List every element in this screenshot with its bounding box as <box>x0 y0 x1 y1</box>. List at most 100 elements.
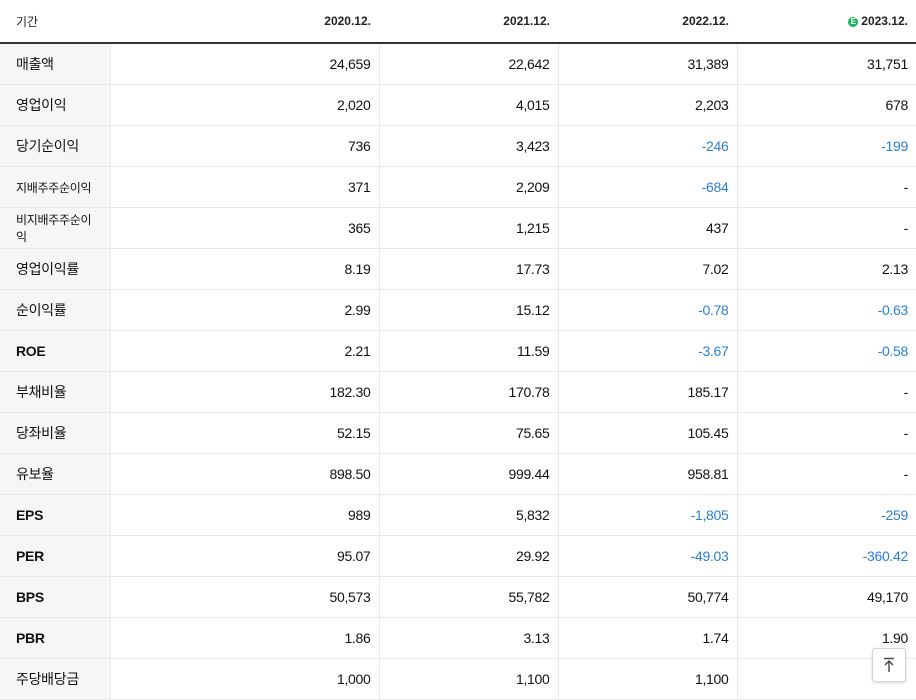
table-cell: - <box>736 412 916 454</box>
row-label: 영업이익 <box>0 84 110 126</box>
row-label: 당좌비율 <box>0 412 110 454</box>
period-2021: 2021.12. <box>379 0 558 44</box>
period-2020: 2020.12. <box>110 0 379 44</box>
row-label: 영업이익률 <box>0 248 110 290</box>
header-row: 기간 2020.12. 2021.12. 2022.12. E 2023.12. <box>0 0 916 44</box>
table-cell: 437 <box>557 207 737 249</box>
table-row: 매출액 24,659 22,642 31,389 31,751 <box>0 43 916 85</box>
table-cell: -49.03 <box>557 535 737 577</box>
table-cell: 1.86 <box>109 617 379 659</box>
row-label: 지배주주순이익 <box>0 166 110 208</box>
row-label: 유보율 <box>0 453 110 495</box>
table-cell: 17.73 <box>378 248 558 290</box>
row-label: PBR <box>0 617 110 659</box>
period-2023-estimate: E 2023.12. <box>737 0 916 44</box>
row-label: EPS <box>0 494 110 536</box>
table-cell: 678 <box>736 84 916 126</box>
table-cell: 989 <box>109 494 379 536</box>
scroll-to-top-button[interactable] <box>872 648 906 682</box>
period-2023: 2023.12. <box>861 14 908 28</box>
estimate-icon: E <box>848 17 859 27</box>
row-label: 부채비율 <box>0 371 110 413</box>
table-cell: - <box>736 166 916 208</box>
table-cell: 2.99 <box>109 289 379 331</box>
table-cell: 95.07 <box>109 535 379 577</box>
table-cell: 2.21 <box>109 330 379 372</box>
table-cell: 185.17 <box>557 371 737 413</box>
row-label: 매출액 <box>0 43 110 85</box>
table-row: BPS 50,573 55,782 50,774 49,170 <box>0 576 916 618</box>
table-row: 당기순이익 736 3,423 -246 -199 <box>0 125 916 167</box>
table-cell: 2,020 <box>109 84 379 126</box>
table-row: 영업이익률 8.19 17.73 7.02 2.13 <box>0 248 916 290</box>
table-row: 영업이익 2,020 4,015 2,203 678 <box>0 84 916 126</box>
table-cell: 11.59 <box>378 330 558 372</box>
table-cell: 22,642 <box>378 43 558 85</box>
table-row: PER 95.07 29.92 -49.03 -360.42 <box>0 535 916 577</box>
table-cell: 1.74 <box>557 617 737 659</box>
table-cell: 31,389 <box>557 43 737 85</box>
table-cell: -199 <box>736 125 916 167</box>
table-row: 순이익률 2.99 15.12 -0.78 -0.63 <box>0 289 916 331</box>
table-cell: -0.63 <box>736 289 916 331</box>
row-label: 순이익률 <box>0 289 110 331</box>
table-cell: 15.12 <box>378 289 558 331</box>
table-row: 비지배주주순이익 365 1,215 437- <box>0 207 916 249</box>
table-cell: 4,015 <box>378 84 558 126</box>
table-row: EPS 989 5,832 -1,805 -259 <box>0 494 916 536</box>
table-cell: 8.19 <box>109 248 379 290</box>
table-cell: 75.65 <box>378 412 558 454</box>
row-label: 비지배주주순이익 <box>0 207 110 249</box>
table-row: 지배주주순이익 371 2,209 -684- <box>0 166 916 208</box>
table-cell: 2.13 <box>736 248 916 290</box>
table-cell: -1,805 <box>557 494 737 536</box>
period-2022: 2022.12. <box>558 0 737 44</box>
table-cell: 1,100 <box>378 658 558 700</box>
table-cell: 898.50 <box>109 453 379 495</box>
table-cell: -246 <box>557 125 737 167</box>
table-cell: 958.81 <box>557 453 737 495</box>
table-cell: 1,215 <box>378 207 558 249</box>
table-cell: 182.30 <box>109 371 379 413</box>
table-cell: 52.15 <box>109 412 379 454</box>
table-row: 주당배당금 1,000 1,100 1,100 <box>0 658 916 700</box>
table-cell: -0.58 <box>736 330 916 372</box>
table-cell: 3.13 <box>378 617 558 659</box>
table-cell: 50,573 <box>109 576 379 618</box>
table-cell: 999.44 <box>378 453 558 495</box>
table-row: PBR 1.86 3.13 1.74 1.90 <box>0 617 916 659</box>
table-cell: 49,170 <box>736 576 916 618</box>
table-row: 부채비율 182.30 170.78 185.17- <box>0 371 916 413</box>
table-cell: 55,782 <box>378 576 558 618</box>
arrow-up-to-top-icon <box>884 657 894 672</box>
table-cell: 1,100 <box>557 658 737 700</box>
table-cell: -259 <box>736 494 916 536</box>
table-cell: 31,751 <box>736 43 916 85</box>
table-cell: - <box>736 371 916 413</box>
table-cell: 736 <box>109 125 379 167</box>
table-cell: -360.42 <box>736 535 916 577</box>
table-cell: 2,209 <box>378 166 558 208</box>
table-cell: 371 <box>109 166 379 208</box>
table-cell: 29.92 <box>378 535 558 577</box>
table-row: 당좌비율 52.15 75.65 105.45- <box>0 412 916 454</box>
table-cell: - <box>736 207 916 249</box>
table-cell: 1,000 <box>109 658 379 700</box>
table-cell: -684 <box>557 166 737 208</box>
table-cell: 105.45 <box>557 412 737 454</box>
row-label: 당기순이익 <box>0 125 110 167</box>
table-cell: 24,659 <box>109 43 379 85</box>
row-label: ROE <box>0 330 110 372</box>
table-cell: -3.67 <box>557 330 737 372</box>
row-label: BPS <box>0 576 110 618</box>
table-cell: 170.78 <box>378 371 558 413</box>
table-cell: - <box>736 453 916 495</box>
table-cell: 5,832 <box>378 494 558 536</box>
period-header-label: 기간 <box>0 0 110 44</box>
table-cell: 7.02 <box>557 248 737 290</box>
table-row: ROE 2.21 11.59 -3.67 -0.58 <box>0 330 916 372</box>
table-cell: 365 <box>109 207 379 249</box>
table-row: 유보율 898.50 999.44 958.81- <box>0 453 916 495</box>
table-cell: 2,203 <box>557 84 737 126</box>
